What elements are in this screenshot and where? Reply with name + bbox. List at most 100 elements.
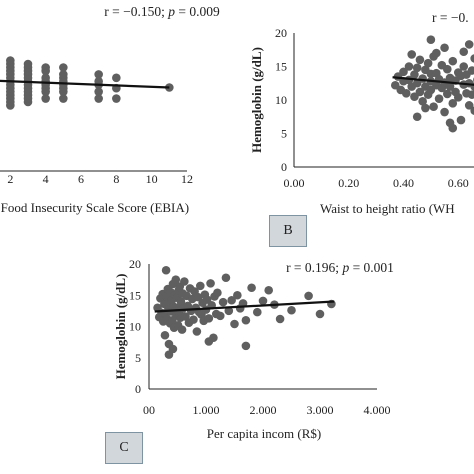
x-tick-label-c: 3.000 <box>307 403 334 417</box>
data-point-c <box>230 319 239 329</box>
data-point-b <box>467 90 474 99</box>
panel-label-b: B <box>269 215 307 247</box>
x-tick-label-c: 2.000 <box>250 403 277 417</box>
data-point-b <box>423 58 433 68</box>
trend-line-b <box>392 76 474 86</box>
data-point-b <box>445 118 455 128</box>
data-point-b <box>399 67 408 77</box>
data-point-c <box>233 290 242 300</box>
x-axis-title-b: Waist to height ratio (WH <box>320 201 455 216</box>
data-point-b <box>467 66 474 75</box>
y-tick-label-c: 20 <box>129 257 141 271</box>
y-tick-label-b: 20 <box>275 26 287 40</box>
y-tick-label-c: 15 <box>129 288 141 302</box>
data-point-b <box>448 99 458 108</box>
data-point-b <box>456 115 466 125</box>
data-point-c <box>287 305 296 315</box>
y-tick-label-b: 0 <box>281 160 287 174</box>
data-point-b <box>412 63 422 73</box>
data-point-a <box>23 59 33 69</box>
data-point-b <box>443 64 452 74</box>
data-point-c <box>215 311 225 321</box>
data-point-c <box>204 314 214 323</box>
data-point-b <box>453 93 463 102</box>
x-tick-label-c: 00 <box>143 403 155 417</box>
chart-panel-a: 2 4 6 8 10 12 r = −0.150; p = 0.009 n Food Inse… <box>0 4 220 215</box>
data-point-a <box>41 94 50 103</box>
data-point-b <box>443 89 452 99</box>
y-tick-label-c: 0 <box>135 382 141 396</box>
data-point-c <box>264 285 274 295</box>
stat-annotation-a: r = −0.150; p = 0.009 <box>104 4 220 19</box>
data-point-b <box>418 74 427 83</box>
data-point-c <box>192 327 202 336</box>
data-point-c <box>160 330 170 340</box>
data-point-b <box>429 102 438 111</box>
data-point-b <box>464 40 474 49</box>
x-axis-title-c: Per capita incom (R$) <box>207 426 321 441</box>
stat-annotation-c: r = 0.196; p = 0.001 <box>286 260 394 275</box>
data-point-b <box>470 54 474 63</box>
x-tick-label-b: 0.20 <box>338 176 359 190</box>
x-tick-label-a: 6 <box>78 172 84 186</box>
data-point-a <box>59 94 68 103</box>
data-point-a <box>112 73 121 83</box>
data-point-b <box>404 62 414 71</box>
data-point-c <box>258 296 268 306</box>
data-point-c <box>189 315 198 324</box>
x-tick-label-b: 0.40 <box>393 176 414 190</box>
data-point-b <box>426 35 436 44</box>
data-point-b <box>410 70 419 79</box>
data-point-b <box>470 106 474 115</box>
x-tick-label-a: 10 <box>146 172 158 186</box>
data-point-a <box>94 77 103 86</box>
data-point-b <box>434 94 444 103</box>
data-point-b <box>459 47 469 57</box>
data-point-c <box>196 281 205 291</box>
data-point-c <box>227 295 236 305</box>
x-tick-label-b: 0.00 <box>284 176 305 190</box>
data-point-b <box>412 112 422 122</box>
data-point-c <box>315 309 325 319</box>
data-point-c <box>204 337 214 346</box>
data-point-b <box>432 48 441 58</box>
data-point-a <box>94 94 103 103</box>
data-point-a <box>41 63 50 72</box>
data-point-b <box>440 107 449 117</box>
data-point-b <box>464 101 474 110</box>
y-tick-label-b: 5 <box>281 127 287 141</box>
x-tick-label-c: 1.000 <box>193 403 220 417</box>
trend-line-a <box>0 79 170 89</box>
data-point-b <box>448 56 458 66</box>
y-tick-label-c: 10 <box>129 320 141 334</box>
y-tick-label-c: 5 <box>135 351 141 365</box>
data-point-c <box>247 283 256 293</box>
x-tick-label-a: 2 <box>7 172 13 186</box>
y-axis-title-c: Hemoglobin (g/dL) <box>113 274 128 380</box>
data-point-b <box>407 50 417 59</box>
data-point-b <box>459 62 469 71</box>
data-point-c <box>221 273 231 283</box>
data-point-b <box>415 87 425 97</box>
data-point-a <box>94 70 103 79</box>
trend-line-c <box>154 300 335 313</box>
x-tick-label-a: 4 <box>43 172 49 186</box>
data-point-c <box>161 265 171 275</box>
data-point-c <box>252 307 262 317</box>
data-point-b <box>421 103 430 113</box>
y-axis-title-b: Hemoglobin (g/dL) <box>249 47 264 153</box>
data-point-c <box>177 325 187 334</box>
data-point-c <box>241 315 251 325</box>
data-point-a <box>112 94 121 103</box>
data-point-c <box>218 297 228 307</box>
data-point-c <box>241 341 251 351</box>
data-point-b <box>445 82 455 91</box>
chart-panel-c: 00 1.000 2.000 3.000 4.000 0 5 10 15 20 r = 0.196;… <box>113 257 394 441</box>
x-axis-title-a: n Food Insecurity Scale Score (EBIA) <box>0 200 189 215</box>
data-point-c <box>304 291 313 301</box>
data-point-b <box>401 89 411 98</box>
data-point-c <box>224 306 234 316</box>
x-tick-label-a: 12 <box>181 172 193 186</box>
stat-annotation-b: r = −0. <box>432 10 469 25</box>
